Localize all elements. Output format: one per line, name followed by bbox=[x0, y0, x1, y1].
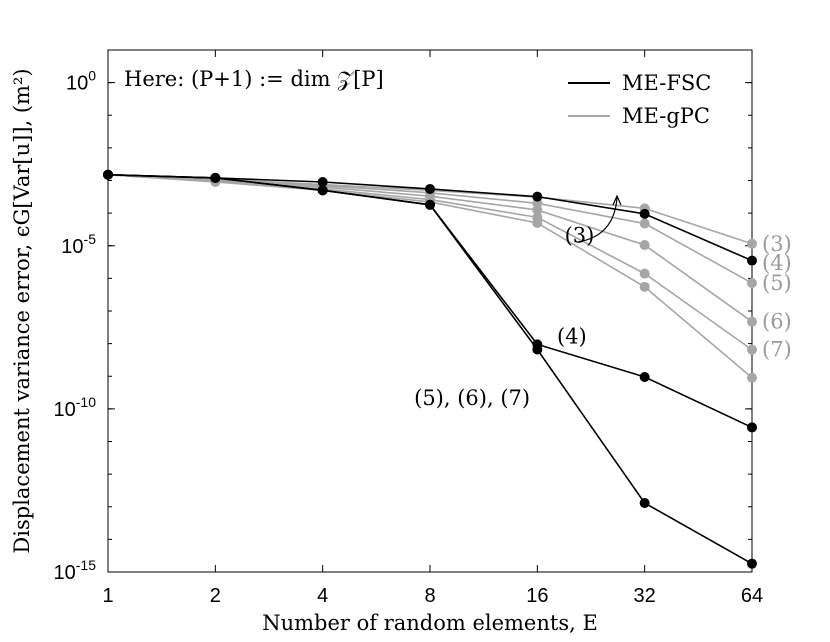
right-order-label: (7) bbox=[762, 338, 792, 362]
data-point-me-gpc-7 bbox=[532, 217, 543, 228]
data-point-me-gpc-4 bbox=[639, 218, 650, 229]
x-tick-label: 64 bbox=[741, 585, 763, 607]
data-point-me-fsc-3 bbox=[317, 176, 328, 187]
right-order-label: (6) bbox=[762, 310, 792, 334]
data-point-me-fsc-5-6-7 bbox=[317, 185, 328, 196]
data-point-me-gpc-5 bbox=[639, 240, 650, 251]
x-tick-label: 8 bbox=[424, 585, 435, 607]
legend: ME-FSC ME-gPC bbox=[568, 71, 711, 128]
right-order-label: (3) bbox=[762, 232, 792, 256]
legend-label-me-fsc: ME-FSC bbox=[622, 71, 711, 95]
data-point-me-fsc-4 bbox=[639, 371, 650, 382]
x-tick-label: 2 bbox=[210, 585, 221, 607]
data-point-me-gpc-3 bbox=[747, 238, 757, 249]
right-order-label: (5) bbox=[762, 271, 792, 295]
axes: 1 2 4 8 16 32 64 100 10-5 10-10 10-15 bbox=[54, 49, 763, 607]
annotation-arrowhead bbox=[612, 194, 622, 206]
data-point-me-fsc-5-6-7 bbox=[103, 169, 113, 180]
data-point-me-fsc-4 bbox=[747, 422, 757, 433]
series-layer bbox=[103, 169, 757, 569]
data-point-me-fsc-3 bbox=[532, 191, 543, 202]
legend-label-me-gpc: ME-gPC bbox=[622, 104, 710, 128]
data-point-me-fsc-5-6-7 bbox=[639, 498, 650, 509]
x-tick-label: 32 bbox=[634, 585, 656, 607]
y-axis-label: Displacement variance error, ϵG[Var[u]],… bbox=[10, 68, 34, 553]
y-tick-label: 10-15 bbox=[54, 557, 97, 584]
data-point-me-gpc-6 bbox=[639, 268, 650, 279]
data-point-me-gpc-4 bbox=[747, 278, 757, 289]
right-order-label: (4) bbox=[762, 251, 792, 275]
y-tick-label: 100 bbox=[66, 68, 96, 95]
y-tick-label: 10-5 bbox=[61, 231, 96, 258]
data-point-me-fsc-3 bbox=[747, 255, 757, 266]
curve-annotation: (4) bbox=[557, 325, 587, 349]
data-point-me-fsc-3 bbox=[639, 208, 650, 219]
x-tick-label: 16 bbox=[526, 585, 548, 607]
data-point-me-gpc-7 bbox=[747, 372, 757, 383]
data-point-me-fsc-5-6-7 bbox=[425, 199, 435, 210]
data-point-me-gpc-5 bbox=[532, 204, 543, 215]
y-tick-label: 10-10 bbox=[54, 394, 97, 421]
data-point-me-fsc-3 bbox=[425, 183, 435, 194]
x-tick-label: 1 bbox=[102, 585, 113, 607]
data-point-me-gpc-6 bbox=[747, 344, 757, 355]
data-point-me-fsc-5-6-7 bbox=[747, 558, 757, 569]
annotation-arrow bbox=[577, 197, 618, 243]
x-tick-label: 4 bbox=[317, 585, 328, 607]
annotation-box: Here: (P+1) := dim 𝒵[P] bbox=[124, 67, 384, 91]
plot-area bbox=[107, 49, 753, 573]
x-axis-label: Number of random elements, E bbox=[262, 611, 598, 635]
curve-annotation: (5), (6), (7) bbox=[414, 386, 530, 410]
data-point-me-fsc-5-6-7 bbox=[210, 172, 221, 183]
data-point-me-gpc-7 bbox=[639, 281, 650, 292]
labels-layer: (3)(4)(5), (6), (7)(3)(4)(5)(6)(7) bbox=[414, 224, 792, 411]
data-point-me-gpc-5 bbox=[747, 316, 757, 327]
data-point-me-fsc-5-6-7 bbox=[532, 344, 543, 355]
curve-annotation: (3) bbox=[565, 224, 595, 248]
